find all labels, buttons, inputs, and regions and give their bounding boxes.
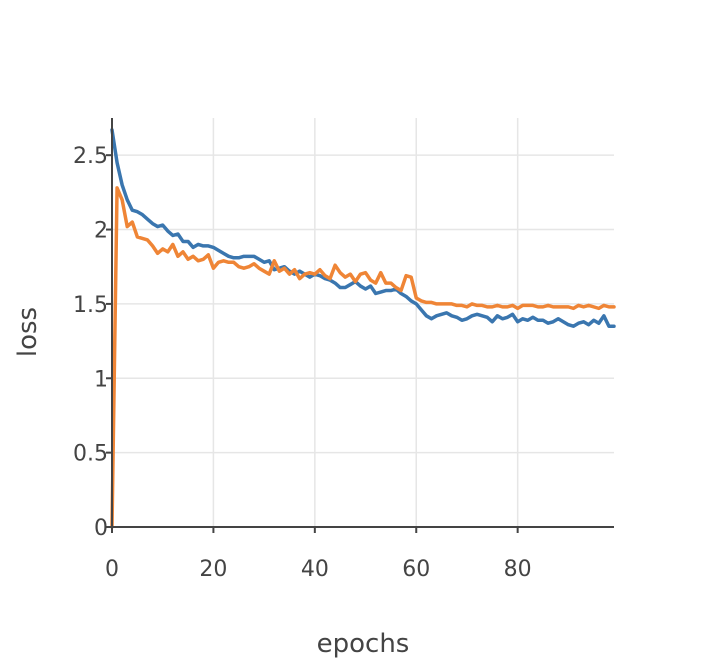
axes	[111, 118, 614, 528]
x-axis-title: epochs	[317, 629, 410, 659]
series-line-1	[110, 128, 616, 328]
y-tick-label: 0.5	[73, 442, 108, 467]
y-tick-label: 1.5	[73, 293, 108, 318]
y-axis-title: loss	[13, 307, 43, 357]
y-tick-label: 1	[94, 367, 108, 392]
x-tick-label: 0	[105, 557, 119, 582]
y-tick-label: 2	[94, 219, 108, 244]
y-tick-label: 2.5	[73, 144, 108, 169]
y-ticks: 0 0.5 1 1.5 2 2.5	[73, 144, 112, 541]
series-layer	[110, 128, 616, 529]
x-tick-label: 80	[504, 557, 532, 582]
x-tick-label: 60	[402, 557, 430, 582]
x-ticks: 0 20 40 60 80	[105, 527, 532, 582]
gridlines	[112, 118, 614, 527]
x-tick-label: 20	[199, 557, 227, 582]
y-tick-label: 0	[94, 516, 108, 541]
series-line-2	[110, 186, 616, 529]
x-tick-label: 40	[301, 557, 329, 582]
